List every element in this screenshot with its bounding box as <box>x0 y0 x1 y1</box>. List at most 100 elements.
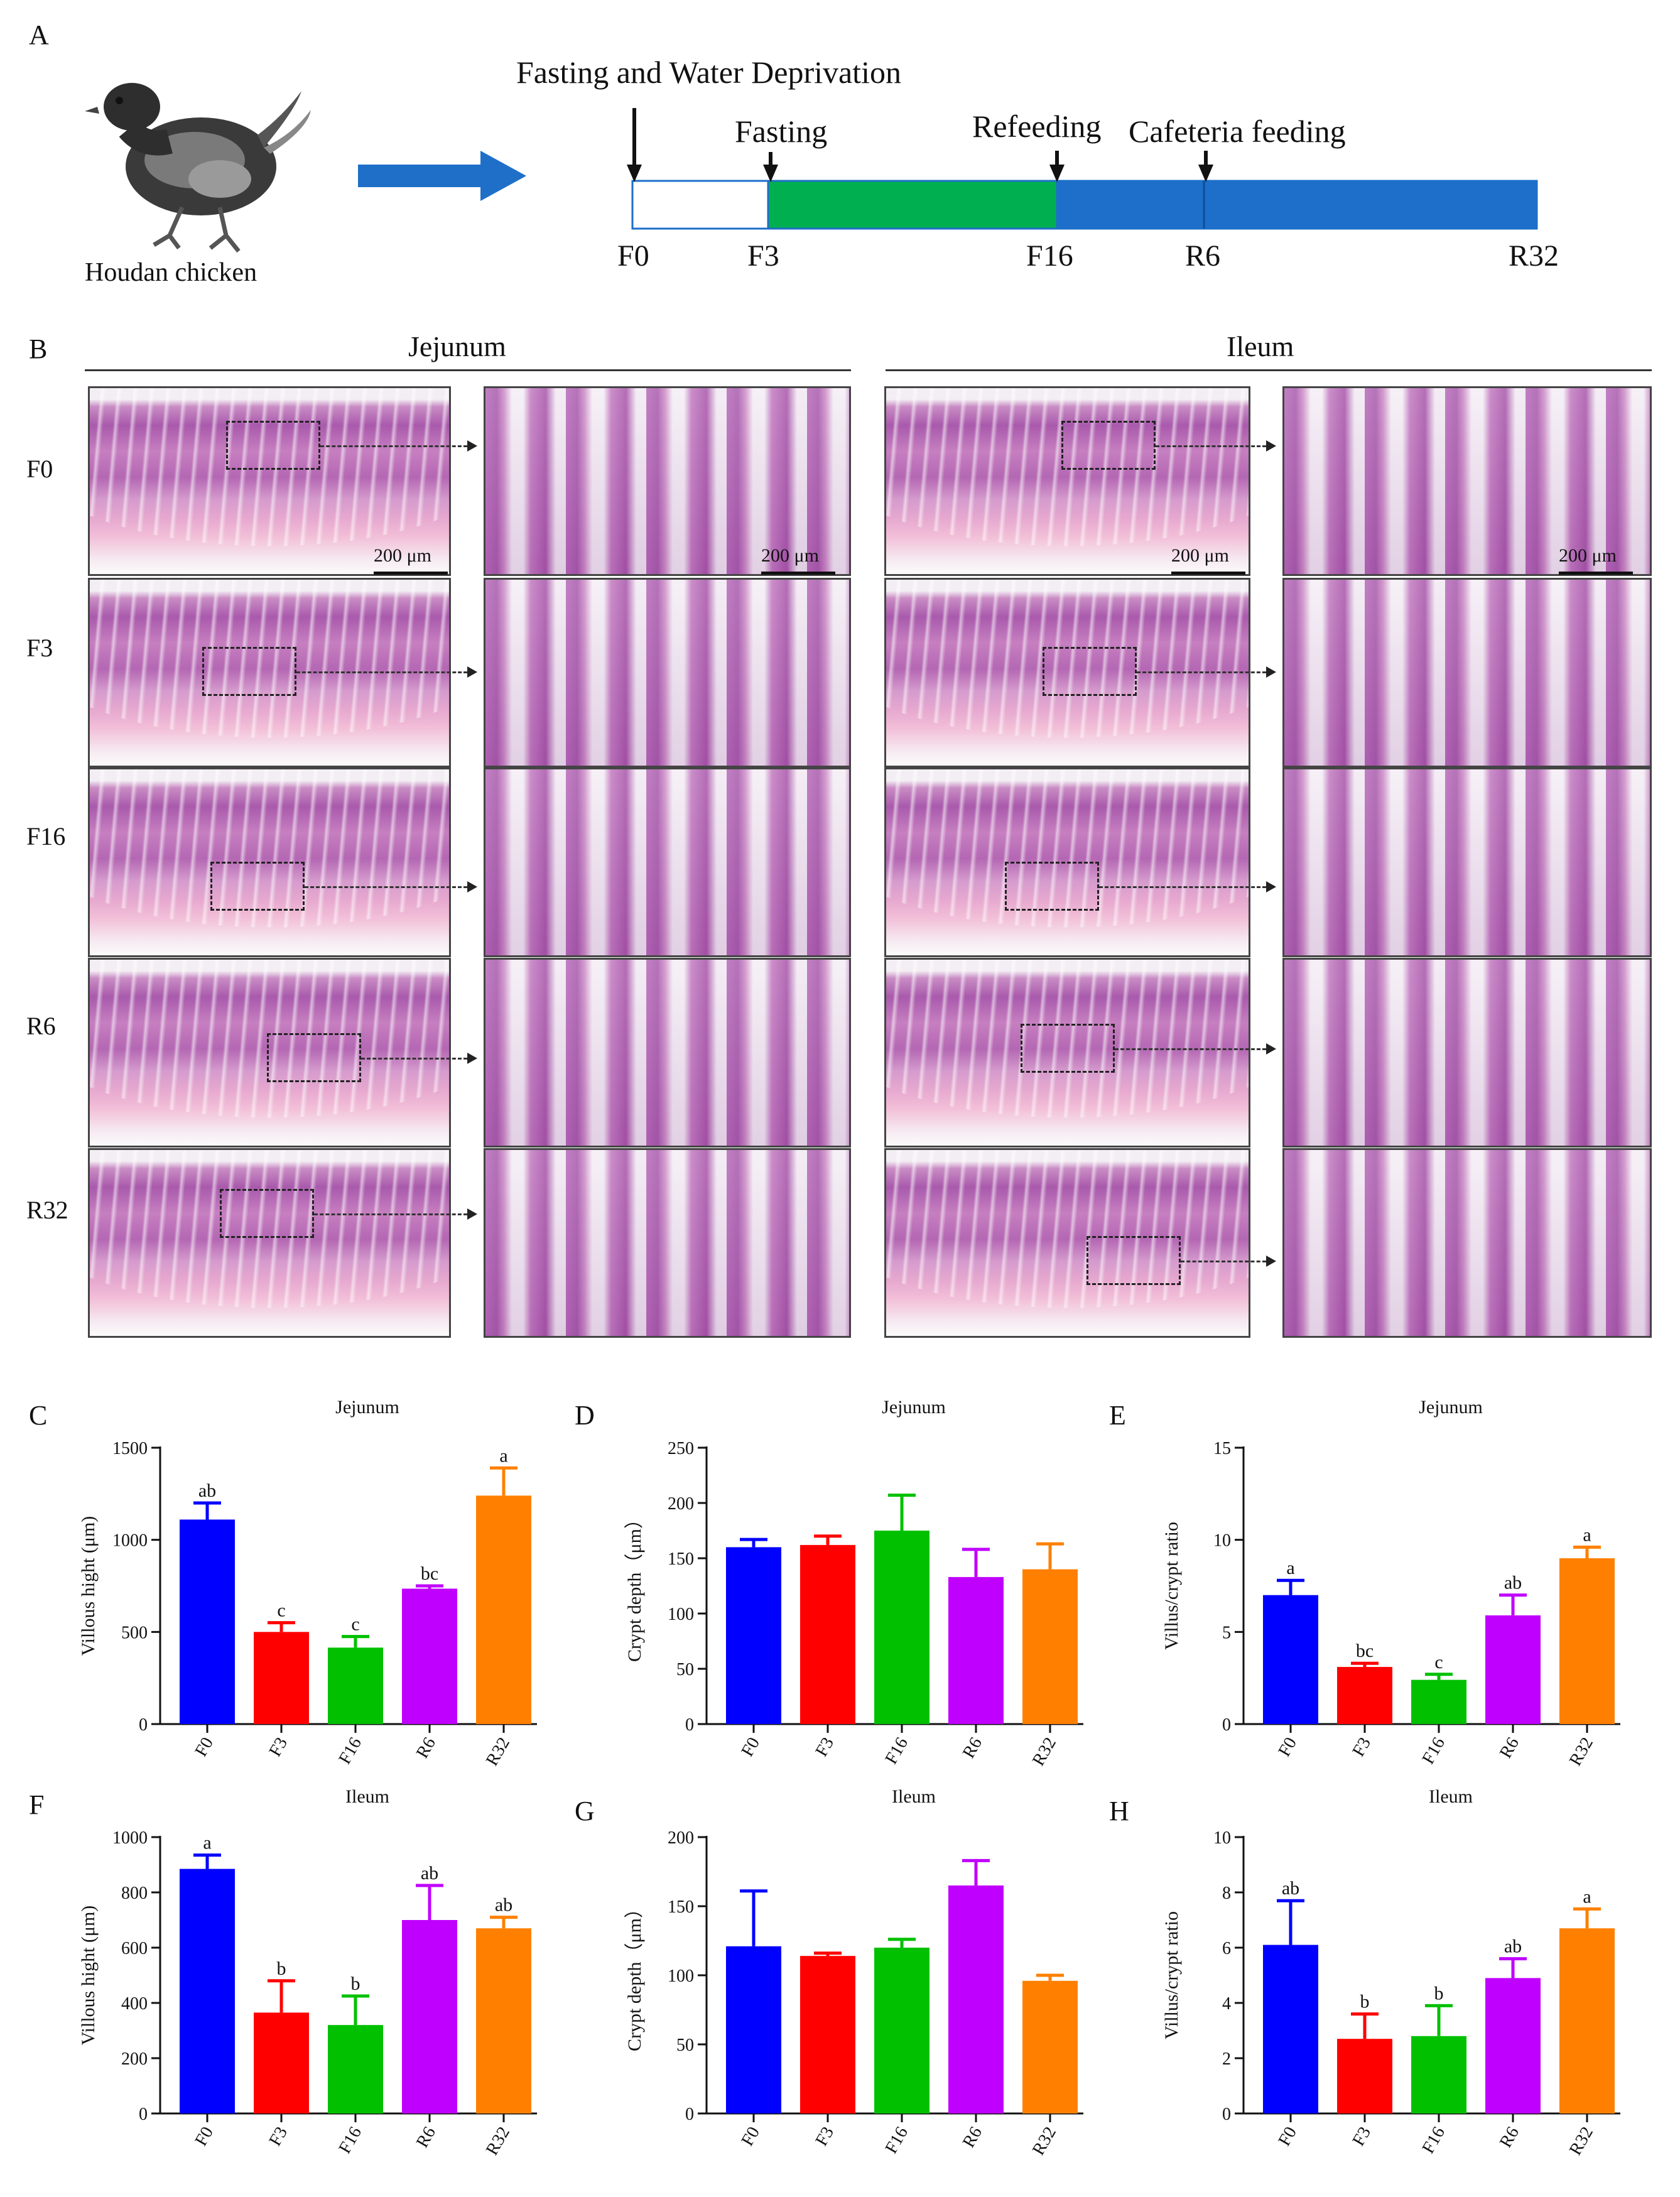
chicken-illustration <box>85 83 311 253</box>
zoom-connector <box>314 1213 467 1215</box>
scale-bar-label: 200 μm <box>1559 545 1617 566</box>
scale-bar-line <box>1171 572 1245 575</box>
histology-overview <box>88 768 451 957</box>
x-tick-label: F16 <box>1418 2124 1449 2157</box>
scale-bar-line <box>374 572 448 575</box>
y-tick-label: 0 <box>139 1715 148 1735</box>
bar <box>1485 1615 1541 1724</box>
y-tick-label: 10 <box>1213 1828 1231 1848</box>
scale-bar-label: 200 μm <box>1171 545 1229 566</box>
bar <box>726 1946 781 2113</box>
scale-bar: 200 μm <box>374 545 448 575</box>
y-tick-label: 100 <box>668 1605 694 1624</box>
histology-zoom <box>484 1148 851 1338</box>
x-tick-label: F0 <box>1274 1734 1301 1760</box>
bar <box>1559 1558 1615 1724</box>
x-tick-label: R32 <box>1029 1734 1060 1769</box>
timeline-fasting-water-segment <box>631 180 769 230</box>
significance-letter: b <box>1360 1992 1370 2012</box>
panel-letter: F <box>29 1789 45 1820</box>
significance-letter: b <box>1434 1983 1444 2004</box>
zoom-region-box <box>202 647 296 696</box>
y-tick-label: 1500 <box>112 1439 148 1458</box>
histology-zoom <box>484 768 851 957</box>
timepoint-r6: R6 <box>1185 239 1221 273</box>
significance-letter: ab <box>1504 1936 1522 1957</box>
zoom-arrow <box>467 1053 477 1064</box>
y-tick-label: 50 <box>676 1660 694 1679</box>
x-tick-label: F0 <box>191 1734 217 1760</box>
zoom-arrow <box>1266 1256 1276 1267</box>
y-tick-label: 10 <box>1213 1531 1231 1551</box>
timepoint-f3: F3 <box>747 239 779 273</box>
significance-letter: bc <box>421 1563 438 1584</box>
significance-letter: ab <box>198 1480 216 1501</box>
x-tick-label: F16 <box>1418 1734 1449 1767</box>
row-label: R6 <box>26 1012 56 1040</box>
zoom-connector <box>1181 1261 1266 1262</box>
bar-chart-d: Jejunum 0 50 100 150 200 250 Crypt depth（μm） F0 F… <box>624 1397 1083 1769</box>
bar <box>254 1632 309 1724</box>
bar <box>180 1869 235 2113</box>
y-tick-label: 0 <box>139 2105 148 2124</box>
bar <box>726 1547 781 1724</box>
histology-zoom <box>484 578 851 768</box>
histology-zoom <box>1282 578 1652 768</box>
x-tick-label: R6 <box>959 2124 986 2151</box>
zoom-connector <box>361 1058 467 1060</box>
y-axis-label: Crypt depth（μm） <box>624 1899 645 2051</box>
timeline-refeeding-segment <box>1056 180 1538 230</box>
bar <box>1022 1569 1078 1724</box>
histology-zoom <box>1282 1148 1652 1338</box>
y-tick-label: 200 <box>668 1494 694 1514</box>
histology-zoom <box>484 958 851 1147</box>
zoom-arrow <box>467 881 477 892</box>
scale-bar-label: 200 μm <box>374 545 431 566</box>
histology-overview <box>88 386 451 576</box>
y-tick-label: 6 <box>1222 1939 1231 1958</box>
y-tick-label: 1000 <box>112 1531 148 1551</box>
chart-title: Jejunum <box>882 1397 946 1418</box>
histology-zoom <box>1282 386 1652 576</box>
histology-overview <box>884 958 1250 1147</box>
bar <box>1022 1980 1078 2113</box>
ileum-rule <box>886 369 1652 371</box>
chicken-label: Houdan chicken <box>85 258 257 287</box>
label-fasting: Fasting <box>735 114 828 149</box>
y-tick-label: 0 <box>685 2105 694 2124</box>
x-tick-label: R32 <box>482 2124 514 2159</box>
panel-letter: C <box>29 1400 48 1431</box>
zoom-arrow <box>467 440 477 452</box>
zoom-connector <box>320 445 467 447</box>
x-tick-label: R6 <box>959 1734 986 1762</box>
y-tick-label: 8 <box>1222 1884 1231 1903</box>
zoom-region-box <box>1061 421 1156 470</box>
y-tick-label: 5 <box>1222 1623 1231 1642</box>
histology-overview <box>884 386 1250 576</box>
bar-chart-g: Ileum 0 50 100 150 200 Crypt depth（μm） F0 F3 F16 R… <box>624 1786 1083 2159</box>
histology-overview <box>88 1148 451 1338</box>
significance-letter: ab <box>495 1895 512 1916</box>
x-tick-label: F0 <box>737 1734 764 1760</box>
bar <box>254 2012 309 2113</box>
x-tick-label: F3 <box>265 1734 291 1760</box>
row-label: F3 <box>26 634 53 662</box>
bar <box>476 1928 531 2113</box>
bar <box>328 2025 383 2113</box>
x-tick-label: R32 <box>1566 1734 1597 1769</box>
significance-letter: c <box>277 1600 285 1621</box>
zoom-arrow <box>1266 440 1276 452</box>
zoom-connector <box>1115 1048 1266 1050</box>
zoom-arrow <box>1266 1043 1276 1055</box>
y-axis-label: Crypt depth（μm） <box>624 1510 645 1662</box>
bar-chart-f: Ileum 0 200 400 600 800 1000 Villous hight (μm)… <box>78 1786 537 2159</box>
row-label: F0 <box>26 455 53 483</box>
panel-letter: G <box>575 1796 595 1826</box>
panel-letter: E <box>1109 1400 1126 1431</box>
histology-overview <box>884 1148 1250 1338</box>
bar <box>402 1588 457 1724</box>
timepoint-f16: F16 <box>1026 239 1073 273</box>
y-tick-label: 0 <box>685 1715 694 1735</box>
zoom-arrow <box>1266 881 1276 892</box>
bar <box>1263 1945 1318 2113</box>
